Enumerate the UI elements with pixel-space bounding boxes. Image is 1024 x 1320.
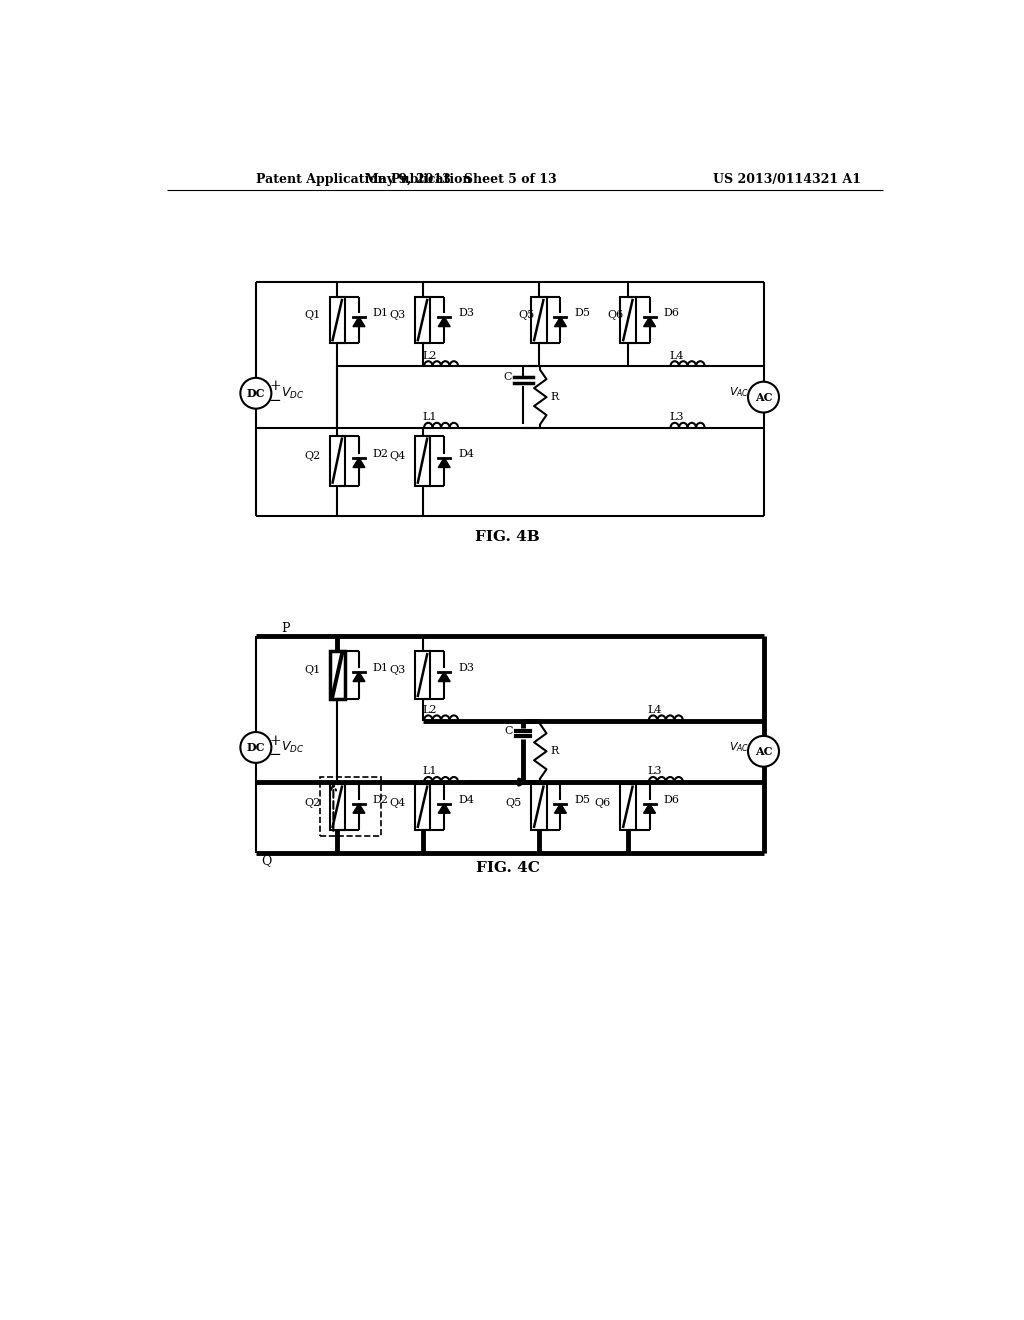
Text: $V_{DC}$: $V_{DC}$ (281, 741, 304, 755)
Text: AC: AC (755, 392, 772, 403)
Text: L3: L3 (669, 412, 683, 422)
Bar (330, 436, 345, 486)
Text: Q2: Q2 (304, 451, 321, 462)
Text: D6: D6 (664, 795, 680, 805)
Polygon shape (438, 458, 451, 467)
Text: Q6: Q6 (595, 797, 611, 808)
Polygon shape (353, 804, 365, 813)
Polygon shape (644, 317, 655, 326)
Text: Q4: Q4 (389, 797, 406, 808)
Text: $V_{AC}$: $V_{AC}$ (728, 739, 749, 754)
Text: Patent Application Publication: Patent Application Publication (256, 173, 471, 186)
Bar (531, 784, 547, 830)
Text: Q5: Q5 (518, 310, 535, 321)
Text: AC: AC (755, 746, 772, 756)
Text: FIG. 4B: FIG. 4B (475, 531, 540, 544)
Text: Q4: Q4 (389, 451, 406, 462)
Text: DC: DC (247, 742, 265, 752)
Text: US 2013/0114321 A1: US 2013/0114321 A1 (713, 173, 861, 186)
Text: L4: L4 (647, 705, 662, 714)
Bar (330, 651, 345, 700)
Circle shape (748, 737, 779, 767)
Text: L2: L2 (423, 351, 437, 360)
Text: Q: Q (261, 854, 271, 867)
Text: D6: D6 (664, 308, 680, 318)
Bar (415, 297, 430, 343)
Text: L3: L3 (647, 767, 662, 776)
Text: Q5: Q5 (506, 797, 521, 808)
Bar (330, 784, 345, 830)
Text: −: − (269, 393, 282, 408)
Text: −: − (269, 748, 282, 762)
Bar (621, 784, 636, 830)
Text: L1: L1 (423, 412, 437, 422)
Text: D1: D1 (373, 308, 389, 318)
Bar (330, 297, 345, 343)
Text: D2: D2 (373, 449, 389, 459)
Text: R: R (550, 746, 559, 756)
Text: R: R (550, 392, 559, 403)
Bar (415, 651, 430, 700)
Text: $V_{AC}$: $V_{AC}$ (728, 385, 749, 400)
Text: Q2: Q2 (304, 797, 321, 808)
Text: DC: DC (247, 388, 265, 399)
Text: +: + (269, 379, 281, 393)
Text: D4: D4 (458, 449, 474, 459)
Polygon shape (353, 458, 365, 467)
Text: D3: D3 (458, 308, 474, 318)
Text: +: + (269, 734, 281, 747)
Polygon shape (438, 804, 451, 813)
Text: D3: D3 (458, 663, 474, 673)
Text: FIG. 4C: FIG. 4C (476, 862, 540, 875)
Text: D4: D4 (458, 795, 474, 805)
Text: D1: D1 (373, 663, 389, 673)
Text: C: C (503, 372, 512, 381)
Circle shape (241, 378, 271, 409)
Polygon shape (644, 804, 655, 813)
Text: D2: D2 (373, 795, 389, 805)
Polygon shape (438, 672, 451, 681)
Text: L4: L4 (669, 351, 683, 360)
Text: D5: D5 (574, 308, 591, 318)
Text: Q6: Q6 (608, 310, 624, 321)
Polygon shape (554, 804, 566, 813)
Circle shape (748, 381, 779, 413)
Text: P: P (282, 622, 290, 635)
Bar (621, 297, 636, 343)
Bar (531, 297, 547, 343)
Text: Q1: Q1 (304, 310, 321, 321)
Polygon shape (353, 672, 365, 681)
Text: Q1: Q1 (304, 665, 321, 676)
Text: May 9, 2013   Sheet 5 of 13: May 9, 2013 Sheet 5 of 13 (366, 173, 557, 186)
Text: Q3: Q3 (389, 665, 406, 676)
Polygon shape (353, 317, 365, 326)
Text: C: C (504, 726, 512, 735)
Text: D5: D5 (574, 795, 591, 805)
Bar (415, 784, 430, 830)
Text: L2: L2 (423, 705, 437, 714)
Polygon shape (438, 317, 451, 326)
Text: L1: L1 (423, 767, 437, 776)
Polygon shape (554, 317, 566, 326)
Bar (415, 436, 430, 486)
Bar (321, 777, 381, 836)
Text: Q3: Q3 (389, 310, 406, 321)
Text: $V_{DC}$: $V_{DC}$ (281, 385, 304, 401)
Circle shape (241, 733, 271, 763)
